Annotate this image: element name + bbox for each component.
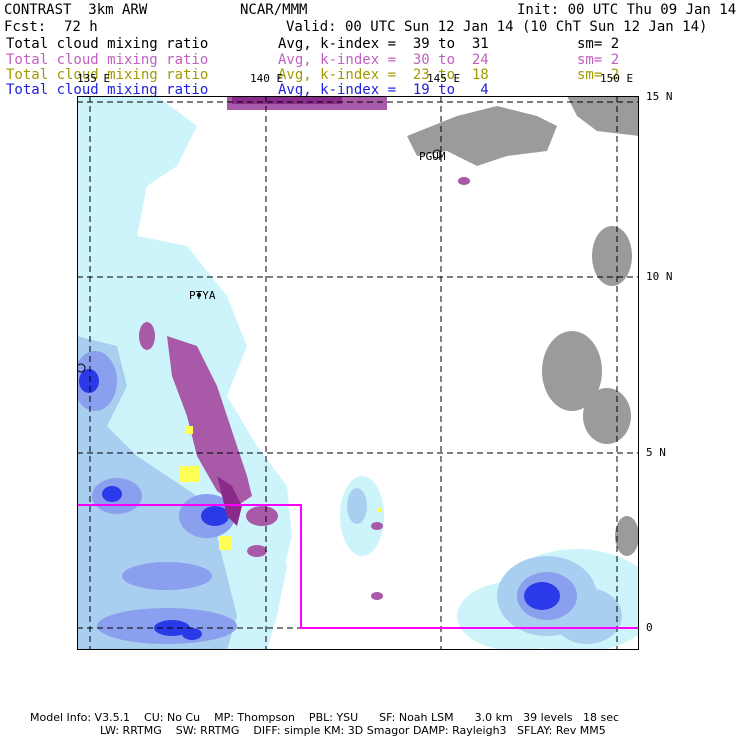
station-marker-west — [77, 363, 86, 373]
nested-domain-boundary — [77, 504, 639, 629]
model-title: CONTRAST 3km ARW — [4, 2, 148, 18]
legend-stat-3: Avg, k-index = 23 to 18 — [278, 67, 489, 83]
organization: NCAR/MMM — [240, 2, 308, 18]
lon-label-140: 140 E — [250, 72, 284, 85]
lon-label-150: 150 E — [600, 72, 634, 85]
lat-label-5n: 5 N — [646, 446, 666, 459]
init-time: Init: 00 UTC Thu 09 Jan 14 — [517, 2, 737, 18]
dark-purple-cloud — [217, 96, 342, 526]
legend-sm-3: sm= 2 — [577, 67, 620, 83]
legend-field-4: Total cloud mixing ratio — [6, 82, 209, 98]
forecast-label: Fcst: — [4, 19, 47, 35]
gray-cloud — [407, 96, 639, 556]
lat-lon-grid — [77, 96, 639, 650]
legend-stat-2: Avg, k-index = 30 to 24 — [278, 52, 489, 68]
lat-label-15n: 15 N — [646, 90, 673, 103]
legend-stat-4: Avg, k-index = 19 to 4 — [278, 82, 489, 98]
legend-field-1: Total cloud mixing ratio — [6, 36, 209, 52]
legend-field-3: Total cloud mixing ratio — [6, 67, 209, 83]
lat-label-10n: 10 N — [646, 270, 673, 283]
legend-sm-1: sm= 2 — [577, 36, 620, 52]
cloud-map — [77, 96, 639, 650]
model-info-line-2: LW: RRTMG SW: RRTMG DIFF: simple KM: 3D … — [100, 724, 606, 737]
lon-label-135: 135 E — [77, 72, 111, 85]
legend-sm-2: sm= 2 — [577, 52, 620, 68]
station-label-ptya: PTYA — [189, 289, 216, 302]
model-info-line-1: Model Info: V3.5.1 CU: No Cu MP: Thompso… — [30, 711, 620, 724]
station-marker-ptya — [197, 293, 201, 297]
forecast-hours: 72 h — [64, 19, 98, 35]
valid-time: Valid: 00 UTC Sun 12 Jan 14 (10 ChT Sun … — [286, 19, 708, 35]
legend-stat-1: Avg, k-index = 39 to 31 — [278, 36, 489, 52]
station-label-pgum: PGUM — [419, 150, 446, 163]
legend-field-2: Total cloud mixing ratio — [6, 52, 209, 68]
yellow-cloud — [180, 426, 381, 550]
lat-label-0: 0 — [646, 621, 653, 634]
lon-label-145: 145 E — [427, 72, 461, 85]
station-marker-pgum — [432, 149, 442, 159]
